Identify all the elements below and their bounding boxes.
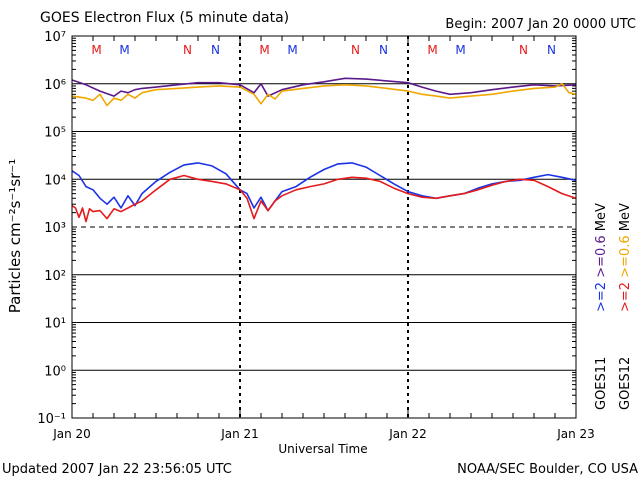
x-tick-label: Jan 22 <box>388 427 427 441</box>
day-marker-m: M <box>259 43 269 57</box>
day-marker-m: M <box>91 43 101 57</box>
legend-column: >=2 >=0.6 MeV <box>618 203 633 312</box>
day-marker-m: M <box>287 43 297 57</box>
plot-frame <box>71 35 577 419</box>
credit-label: NOAA/SEC Boulder, CO USA <box>457 462 638 477</box>
legend-satellite-label: GOES11 <box>594 357 609 410</box>
day-marker-n: N <box>547 43 556 57</box>
y-tick-label: 10⁰ <box>44 364 66 379</box>
series-goes12-0-6-mev-line <box>71 83 577 107</box>
y-axis-label: Particles cm⁻²s⁻¹sr⁻¹ <box>6 159 24 313</box>
series-goes12-2-mev-line <box>71 174 577 223</box>
y-tick-label: 10³ <box>44 221 66 236</box>
x-axis-label: Universal Time <box>278 442 367 456</box>
legend-entry: >=0.6 <box>618 235 633 282</box>
series-lines <box>71 77 577 223</box>
day-marker-n: N <box>211 43 220 57</box>
plot-border <box>71 35 577 419</box>
day-marker-m: M <box>427 43 437 57</box>
y-tick-label: 10⁻¹ <box>37 412 66 427</box>
y-tick-label: 10⁷ <box>44 30 66 45</box>
series-goes11-0-6-mev-line <box>71 77 577 97</box>
day-marker-n: N <box>379 43 388 57</box>
plot-grid <box>71 36 577 418</box>
y-tick-label: 10⁶ <box>44 78 66 93</box>
day-marker-n: N <box>519 43 528 57</box>
x-tick-label: Jan 20 <box>52 427 91 441</box>
legend-satellite-label: GOES12 <box>618 357 633 410</box>
begin-time-label: Begin: 2007 Jan 20 0000 UTC <box>445 17 636 32</box>
day-marker-m: M <box>455 43 465 57</box>
legend-column: >=2 >=0.6 MeV <box>594 203 609 312</box>
legend-entry: MeV <box>618 203 633 235</box>
y-tick-label: 10⁴ <box>44 173 66 188</box>
day-marker-n: N <box>351 43 360 57</box>
x-tick-label: Jan 21 <box>220 427 259 441</box>
y-tick-label: 10¹ <box>44 317 66 332</box>
legend-entry: >=0.6 <box>594 235 609 282</box>
day-marker-m: M <box>119 43 129 57</box>
legend-entry: >=2 <box>618 282 633 312</box>
legend-entry: MeV <box>594 203 609 235</box>
legend-entry: >=2 <box>594 282 609 312</box>
y-tick-label: 10⁵ <box>44 126 66 141</box>
series-goes11-2-mev-line <box>71 162 577 212</box>
day-marker-n: N <box>183 43 192 57</box>
legend: GOES11 GOES12>=2 >=0.6 MeV>=2 >=0.6 MeV <box>594 203 633 410</box>
y-tick-labels: 10⁻¹ 10⁰ 10¹ 10² 10³ 10⁴ 10⁵ 10⁶ 10⁷ <box>37 30 66 427</box>
y-tick-label: 10² <box>44 269 66 284</box>
x-tick-label: Jan 23 <box>556 427 595 441</box>
updated-timestamp: Updated 2007 Jan 22 23:56:05 UTC <box>2 462 232 477</box>
chart-title: GOES Electron Flux (5 minute data) <box>40 10 289 26</box>
x-tick-labels: Jan 20 Jan 21 Jan 22 Jan 23 <box>52 427 595 441</box>
